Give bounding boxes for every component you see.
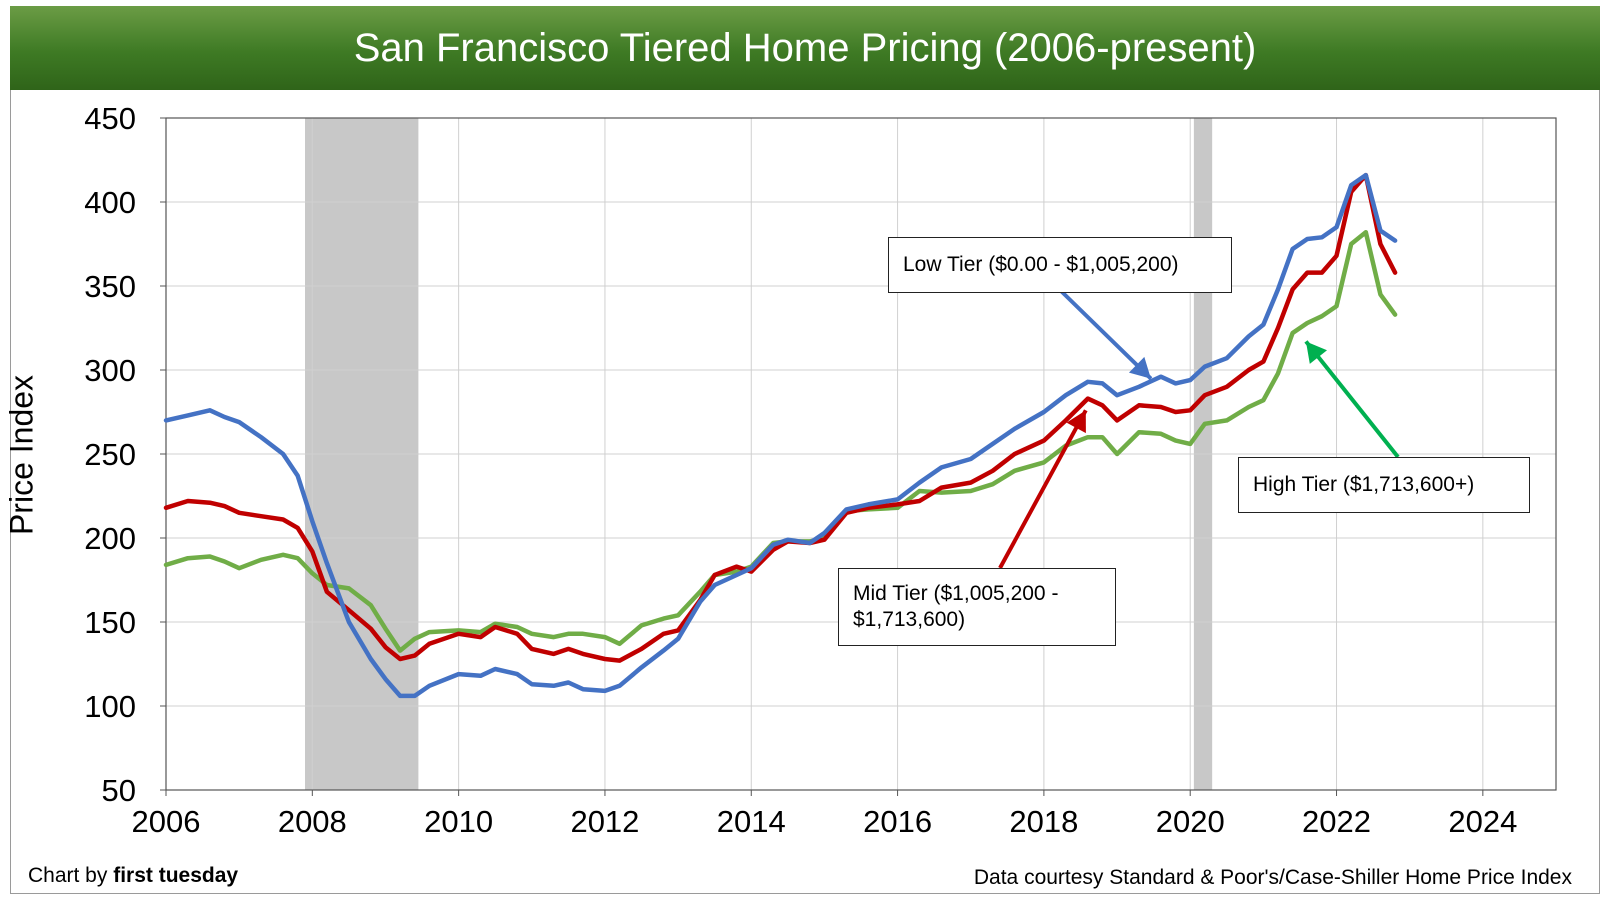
x-tick-label-2020: 2020 bbox=[1156, 804, 1225, 839]
arrow-mid-tier-head bbox=[1066, 410, 1086, 434]
footer-credit-name: first tuesday bbox=[113, 864, 239, 887]
arrow-mid-tier bbox=[998, 409, 1088, 569]
x-tick-label-2024: 2024 bbox=[1448, 804, 1517, 839]
y-tick-label-400: 400 bbox=[84, 185, 136, 220]
footer-credit: Chart by first tuesday bbox=[28, 864, 238, 888]
arrow-high-tier bbox=[1304, 340, 1400, 459]
series-line-mid bbox=[163, 172, 1398, 663]
callout-mid-tier: Mid Tier ($1,005,200 - $1,713,600) bbox=[838, 568, 1116, 646]
y-tick-label-50: 50 bbox=[102, 773, 136, 808]
y-tick-label-250: 250 bbox=[84, 437, 136, 472]
series-line-low bbox=[163, 172, 1398, 699]
y-tick-label-200: 200 bbox=[84, 521, 136, 556]
y-axis-label: Price Index bbox=[3, 374, 40, 536]
x-tick-label-2006: 2006 bbox=[132, 804, 201, 839]
arrow-low-tier-head bbox=[1128, 356, 1151, 379]
x-tick-label-2010: 2010 bbox=[424, 804, 493, 839]
y-tick-label-300: 300 bbox=[84, 353, 136, 388]
x-tick-label-2018: 2018 bbox=[1009, 804, 1078, 839]
callout-high-tier: High Tier ($1,713,600+) bbox=[1238, 457, 1530, 513]
x-tick-label-2014: 2014 bbox=[717, 804, 786, 839]
y-tick-label-100: 100 bbox=[84, 689, 136, 724]
chart-title: San Francisco Tiered Home Pricing (2006-… bbox=[353, 25, 1257, 70]
footer-source: Data courtesy Standard & Poor's/Case-Shi… bbox=[973, 866, 1572, 889]
y-tick-label-150: 150 bbox=[84, 605, 136, 640]
callout-mid-tier-line1: Mid Tier ($1,005,200 - bbox=[853, 582, 1059, 605]
callout-low-tier-text: Low Tier ($0.00 - $1,005,200) bbox=[903, 253, 1179, 276]
callout-high-tier-text: High Tier ($1,713,600+) bbox=[1253, 473, 1475, 496]
x-tick-label-2016: 2016 bbox=[863, 804, 932, 839]
arrow-high-tier-head bbox=[1305, 341, 1328, 364]
arrow-low-tier bbox=[1058, 288, 1153, 381]
callout-low-tier: Low Tier ($0.00 - $1,005,200) bbox=[888, 237, 1232, 293]
callout-mid-tier-line2: $1,713,600) bbox=[853, 608, 966, 631]
y-tick-label-450: 450 bbox=[84, 101, 136, 136]
x-tick-label-2022: 2022 bbox=[1302, 804, 1371, 839]
y-tick-label-350: 350 bbox=[84, 269, 136, 304]
x-tick-label-2012: 2012 bbox=[570, 804, 639, 839]
x-tick-label-2008: 2008 bbox=[278, 804, 347, 839]
title-banner: San Francisco Tiered Home Pricing (2006-… bbox=[10, 6, 1600, 90]
footer-credit-prefix: Chart by bbox=[28, 864, 114, 887]
